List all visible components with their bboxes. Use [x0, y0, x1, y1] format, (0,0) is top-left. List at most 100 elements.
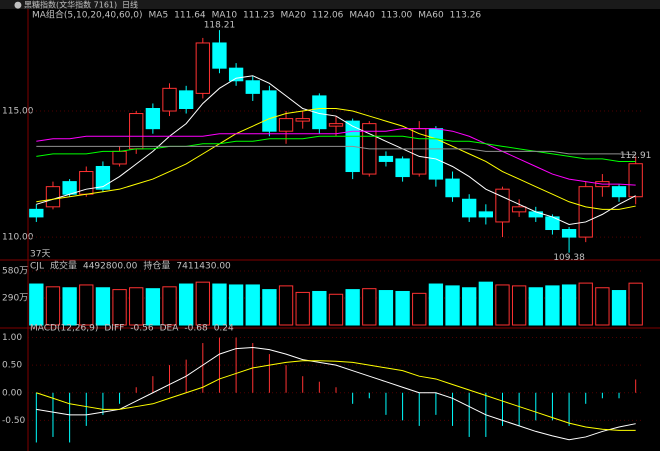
- legend-entry: MA10: [212, 11, 238, 21]
- candle-body: [45, 186, 61, 208]
- volume-bar: [495, 284, 510, 326]
- volume-bar: [62, 287, 77, 326]
- legend-entry: 持仓量: [143, 260, 170, 272]
- volume-bar: [395, 290, 410, 326]
- volume-bar: [528, 287, 543, 326]
- y-tick-label: 580万: [2, 266, 28, 276]
- volume-bar: [511, 285, 527, 326]
- volume-bar: [29, 283, 44, 326]
- last-label: 112.91: [620, 151, 652, 161]
- ma-line: [36, 75, 636, 225]
- candle-body: [112, 150, 127, 165]
- candle-body: [328, 123, 344, 127]
- volume-bar: [278, 285, 294, 326]
- candle-body: [511, 206, 527, 213]
- y-tick-label: 290万: [2, 293, 28, 303]
- low-label: 109.38: [553, 253, 585, 263]
- volume-bar: [545, 285, 560, 326]
- candle-body: [212, 42, 227, 69]
- legend-entry: 113.00: [381, 11, 413, 21]
- candle-body: [228, 67, 244, 82]
- volume-bar: [195, 281, 210, 326]
- legend-entry: MA40: [349, 11, 375, 21]
- volume-bar: [478, 281, 493, 326]
- legend-entry: MA60: [418, 11, 444, 21]
- candle-body: [29, 208, 44, 218]
- volume-bar: [145, 288, 161, 326]
- volume-bar: [412, 292, 427, 326]
- legend-entry: 4492800.00: [83, 262, 138, 272]
- candle-body: [578, 186, 593, 238]
- title-dot: ●: [14, 1, 22, 11]
- candle-body: [495, 188, 510, 223]
- legend-entry: 0.24: [214, 324, 234, 334]
- ma-line: [36, 128, 636, 186]
- candle-body: [295, 118, 310, 122]
- legend-entry: 成交量: [50, 260, 77, 272]
- candle-body: [628, 163, 643, 198]
- candle-body: [395, 158, 410, 178]
- title-bar: [0, 0, 660, 9]
- volume-bar: [79, 284, 94, 326]
- candle-body: [561, 229, 577, 238]
- volume-bar: [428, 283, 444, 326]
- volume-bar: [162, 286, 177, 326]
- count-label: 37天: [30, 250, 50, 260]
- candle-body: [245, 80, 260, 94]
- candle-body: [462, 198, 477, 218]
- volume-bar: [228, 284, 244, 326]
- candle-body: [95, 165, 111, 190]
- y-tick-label: 0.50: [2, 361, 22, 371]
- ma-line: [36, 108, 636, 210]
- volume-bar: [578, 282, 593, 326]
- candle-body: [445, 178, 460, 198]
- legend-entry: 111.23: [243, 11, 275, 21]
- legend-entry: 113.26: [450, 11, 482, 21]
- legend-entry: 112.06: [312, 11, 344, 21]
- volume-bar: [378, 290, 394, 326]
- period[interactable]: 日线: [122, 0, 138, 10]
- volume-bar: [112, 289, 127, 326]
- candle-body: [129, 113, 144, 150]
- legend-entry: -0.56: [130, 324, 154, 334]
- volume-bar: [628, 282, 643, 326]
- volume-bar: [262, 289, 277, 326]
- y-tick-label: -0.50: [2, 416, 26, 426]
- candle-body: [162, 87, 177, 112]
- volume-bar: [328, 293, 344, 326]
- legend-entry: DIFF: [104, 324, 124, 334]
- volume-bar: [312, 290, 327, 326]
- volume-bar: [129, 287, 144, 326]
- volume-bar: [95, 287, 111, 326]
- volume-bar: [462, 287, 477, 326]
- legend-entry: 7411430.00: [176, 262, 231, 272]
- candle-body: [312, 95, 327, 130]
- legend-entry: DEA: [160, 324, 180, 334]
- legend-entry: MACD(12,26,9): [30, 324, 98, 334]
- volume-bar: [179, 283, 194, 326]
- candle-body: [195, 42, 210, 94]
- legend-entry: MA组合(5,10,20,40,60,0): [32, 9, 143, 21]
- legend-entry: MA5: [149, 11, 169, 21]
- volume-bar: [295, 291, 310, 326]
- diff-line: [36, 346, 636, 441]
- candle-body: [478, 211, 493, 218]
- volume-bar: [362, 288, 377, 326]
- volume-bar: [45, 286, 61, 326]
- y-tick-label: 110.00: [2, 233, 34, 243]
- candle-body: [278, 118, 294, 132]
- candle-body: [145, 108, 161, 130]
- candle-body: [528, 211, 543, 218]
- volume-bar: [445, 285, 460, 326]
- volume-bar: [245, 284, 260, 326]
- high-label: 118.21: [204, 21, 236, 31]
- legend-entry: 111.64: [174, 11, 206, 21]
- legend-entry: CJL: [30, 262, 44, 272]
- volume-bar: [611, 290, 627, 326]
- volume-bar: [595, 287, 610, 326]
- volume-bar: [561, 284, 577, 326]
- candle-body: [262, 90, 277, 132]
- ma-line: [36, 145, 636, 156]
